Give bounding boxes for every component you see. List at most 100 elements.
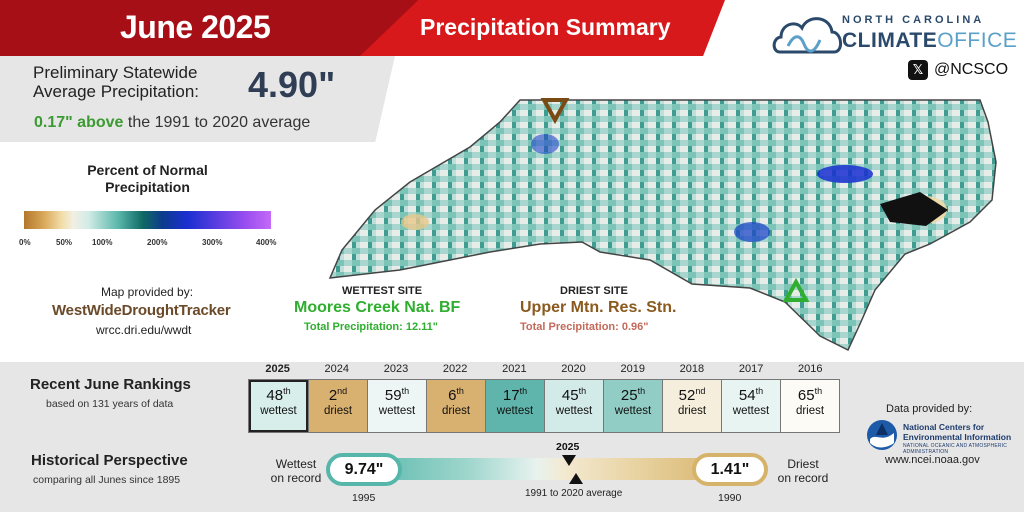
- ranking-label: driest: [795, 405, 825, 417]
- nc-state-shape: [328, 99, 997, 352]
- ranking-cell: 52nd driest: [662, 380, 721, 432]
- logo-line-1: NORTH CAROLINA: [842, 14, 985, 26]
- year-label: 2017: [738, 363, 764, 375]
- driest-header: DRIEST SITE: [560, 285, 628, 297]
- climate-office-logo-icon: [772, 17, 842, 54]
- ranking-label: wettest: [732, 405, 770, 417]
- year-label: 2021: [502, 363, 527, 375]
- ranking-value: 25th: [620, 386, 646, 404]
- wettest-record-label: Wettest on record: [270, 457, 322, 485]
- page-title: Precipitation Summary: [420, 14, 671, 40]
- legend-tick: 200%: [147, 238, 168, 247]
- ranking-cell: 25th wettest: [603, 380, 662, 432]
- average-difference: 0.17" above the 1991 to 2020 average: [34, 114, 310, 132]
- ranking-label: wettest: [378, 405, 416, 417]
- legend-tick: 300%: [202, 238, 223, 247]
- ranking-value: 45th: [561, 386, 587, 404]
- ranking-cell: 48th wettest: [249, 380, 308, 432]
- wettest-header: WETTEST SITE: [342, 285, 423, 297]
- current-year-marker-icon: [562, 455, 576, 466]
- ranking-cell: 17th wettest: [485, 380, 544, 432]
- historical-subtitle: comparing all Junes since 1895: [33, 474, 181, 486]
- average-difference-value: 0.17" above: [34, 114, 124, 131]
- logo-office: OFFICE: [937, 29, 1018, 52]
- legend-tick: 50%: [56, 238, 73, 247]
- ranking-value: 52nd: [678, 386, 706, 404]
- precipitation-map: [328, 98, 997, 352]
- legend-tick: 100%: [92, 238, 113, 247]
- year-label: 2016: [798, 363, 823, 375]
- ranking-label: driest: [441, 405, 471, 417]
- year-label: 2025: [265, 363, 290, 375]
- rankings-table: 48th wettest 2nd driest 59th wettest 6th dri…: [248, 379, 840, 433]
- year-label: 2022: [442, 363, 468, 375]
- logo-climate: CLIMATE: [842, 29, 938, 52]
- ranking-label: wettest: [496, 405, 534, 417]
- data-credit-label: Data provided by:: [886, 403, 973, 415]
- driest-record-year: 1990: [718, 492, 742, 504]
- ranking-value: 2nd: [328, 386, 348, 404]
- ranking-cell: 65th driest: [780, 380, 839, 432]
- ncei-link[interactable]: www.ncei.noaa.gov: [885, 454, 980, 466]
- ranking-cell: 2nd driest: [308, 380, 367, 432]
- wettest-total: Total Precipitation: 12.11": [304, 321, 438, 333]
- ncei-subtitle: NATIONAL OCEANIC AND ATMOSPHERIC ADMINIS…: [903, 443, 1008, 455]
- ranking-label: driest: [677, 405, 707, 417]
- logo-line-2: CLIMATEOFFICE: [842, 29, 1017, 53]
- ranking-value: 65th: [797, 386, 823, 404]
- title-banner: Precipitation Summary: [360, 0, 725, 56]
- driest-record-value: 1.41": [692, 453, 768, 486]
- average-value: 4.90": [248, 64, 336, 105]
- rankings-years: 2025 2024 2023 2022 2021 2020 2019 2018 …: [248, 363, 840, 377]
- driest-marker-icon: [540, 98, 570, 125]
- current-year-label: 2025: [556, 441, 580, 453]
- ranking-cell: 45th wettest: [544, 380, 603, 432]
- wettest-site-name: Moores Creek Nat. BF: [294, 299, 461, 316]
- legend-tick: 0%: [19, 238, 31, 247]
- wettest-record-value: 9.74": [326, 453, 402, 486]
- ranking-label: driest: [323, 405, 353, 417]
- map-credit-label: Map provided by:: [101, 285, 194, 299]
- average-marker-label: 1991 to 2020 average: [525, 488, 623, 499]
- rankings-subtitle: based on 131 years of data: [46, 398, 174, 410]
- year-label: 2024: [324, 363, 350, 375]
- year-label: 2018: [679, 363, 705, 375]
- ranking-label: wettest: [614, 405, 652, 417]
- x-icon[interactable]: 𝕏: [908, 60, 928, 80]
- ranking-value: 59th: [384, 386, 410, 404]
- driest-site-name: Upper Mtn. Res. Stn.: [520, 299, 677, 316]
- ranking-cell: 54th wettest: [721, 380, 780, 432]
- historical-gradient-bar: [356, 458, 732, 480]
- ranking-cell: 59th wettest: [367, 380, 426, 432]
- rankings-title: Recent June Rankings: [30, 376, 191, 393]
- legend-title: Percent of Normal Precipitation: [87, 162, 208, 195]
- wettest-record-year: 1995: [352, 492, 376, 504]
- month-banner: June 2025: [0, 0, 420, 56]
- map-sound: [880, 192, 948, 226]
- ranking-cell: 6th driest: [426, 380, 485, 432]
- average-label: Preliminary Statewide Average Precipitat…: [33, 63, 200, 101]
- month-title: June 2025: [120, 9, 271, 45]
- noaa-logo-icon: [867, 420, 897, 450]
- wwdt-link[interactable]: wrcc.dri.edu/wwdt: [96, 323, 192, 337]
- ranking-value: 17th: [502, 386, 528, 404]
- driest-total: Total Precipitation: 0.96": [520, 321, 649, 333]
- map-wet-area: [734, 222, 770, 242]
- ranking-value: 54th: [738, 386, 764, 404]
- wwdt-logo: WestWideDroughtTracker: [52, 302, 231, 319]
- driest-record-label: Driest on record: [777, 457, 829, 485]
- average-panel: [0, 56, 395, 142]
- year-label: 2019: [620, 363, 645, 375]
- ranking-value: 48th: [266, 386, 291, 404]
- ncei-name: National Centers for Environmental Inform…: [903, 422, 1012, 442]
- map-dry-area: [401, 214, 429, 230]
- legend-color-bar: [24, 211, 271, 229]
- average-difference-text: the 1991 to 2020 average: [127, 114, 311, 131]
- legend-tick: 400%: [256, 238, 277, 247]
- map-wet-area: [531, 134, 559, 154]
- ranking-label: wettest: [555, 405, 593, 417]
- year-label: 2020: [561, 363, 586, 375]
- social-handle[interactable]: @NCSCO: [934, 61, 1009, 78]
- average-marker-icon: [569, 473, 583, 484]
- wettest-marker-icon: [782, 277, 810, 302]
